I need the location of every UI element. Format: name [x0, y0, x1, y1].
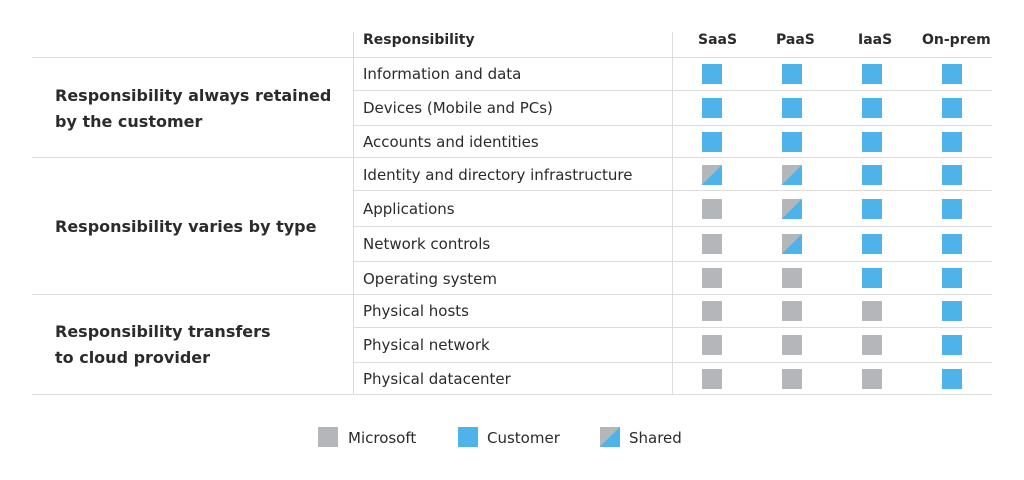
cell-microsoft-square [702, 369, 722, 389]
cell-microsoft-square [702, 199, 722, 219]
cell-microsoft-square [782, 369, 802, 389]
saas-header: SaaS [698, 32, 738, 48]
cell-customer-square [862, 98, 882, 118]
group-label-varies: Responsibility varies by type [55, 217, 317, 236]
cell-customer-square [862, 132, 882, 152]
row-label: Physical hosts [363, 302, 469, 320]
cell-customer-square [942, 369, 962, 389]
legend-shared-swatch [600, 427, 620, 447]
cell-customer-square [942, 301, 962, 321]
legend-customer-label: Customer [487, 429, 560, 447]
legend-customer-swatch [458, 427, 478, 447]
group-divider [32, 294, 992, 295]
responsibility-header: Responsibility [363, 32, 475, 48]
cell-customer-square [942, 165, 962, 185]
row-label: Information and data [363, 65, 522, 83]
cell-customer-square [862, 199, 882, 219]
cell-microsoft-square [702, 234, 722, 254]
cell-customer-square [702, 64, 722, 84]
cell-customer-square [942, 199, 962, 219]
on-prem-header: On-prem [922, 32, 991, 48]
cell-customer-square [702, 98, 722, 118]
group-label-transfers: Responsibility transfers to cloud provid… [55, 322, 271, 367]
cell-customer-square [782, 132, 802, 152]
iaas-header: IaaS [858, 32, 893, 48]
cell-customer-square [782, 98, 802, 118]
cell-customer-square [782, 64, 802, 84]
cell-customer-square [942, 132, 962, 152]
header-divider [32, 57, 992, 58]
cell-customer-square [862, 64, 882, 84]
cell-microsoft-square [782, 268, 802, 288]
row-label: Physical network [363, 336, 490, 354]
cell-microsoft-square [782, 301, 802, 321]
row-label: Identity and directory infrastructure [363, 166, 633, 184]
table-bottom-line [32, 394, 992, 395]
row-label: Physical datacenter [363, 370, 511, 388]
column-divider [672, 32, 673, 394]
row-label: Network controls [363, 235, 491, 253]
cell-microsoft-square [862, 301, 882, 321]
cell-customer-square [702, 132, 722, 152]
cell-shared-square [702, 165, 722, 185]
cell-customer-square [942, 268, 962, 288]
cell-shared-square [782, 199, 802, 219]
cell-microsoft-square [702, 335, 722, 355]
cell-customer-square [942, 234, 962, 254]
row-label: Applications [363, 200, 455, 218]
cell-shared-square [782, 234, 802, 254]
paas-header: PaaS [776, 32, 815, 48]
cell-customer-square [942, 98, 962, 118]
legend-microsoft-label: Microsoft [348, 429, 417, 447]
row-label: Accounts and identities [363, 133, 539, 151]
row-label: Operating system [363, 270, 497, 288]
cell-customer-square [862, 165, 882, 185]
group-label-retained: Responsibility always retained by the cu… [55, 86, 332, 131]
cell-customer-square [862, 268, 882, 288]
group-divider [32, 157, 992, 158]
cell-microsoft-square [782, 335, 802, 355]
legend-microsoft-swatch [318, 427, 338, 447]
cell-microsoft-square [862, 369, 882, 389]
cell-microsoft-square [702, 268, 722, 288]
cell-customer-square [862, 234, 882, 254]
cell-microsoft-square [702, 301, 722, 321]
row-label: Devices (Mobile and PCs) [363, 99, 553, 117]
column-divider [353, 32, 354, 394]
legend-shared-label: Shared [629, 429, 682, 447]
cell-shared-square [782, 165, 802, 185]
cell-customer-square [942, 335, 962, 355]
cell-microsoft-square [862, 335, 882, 355]
cell-customer-square [942, 64, 962, 84]
